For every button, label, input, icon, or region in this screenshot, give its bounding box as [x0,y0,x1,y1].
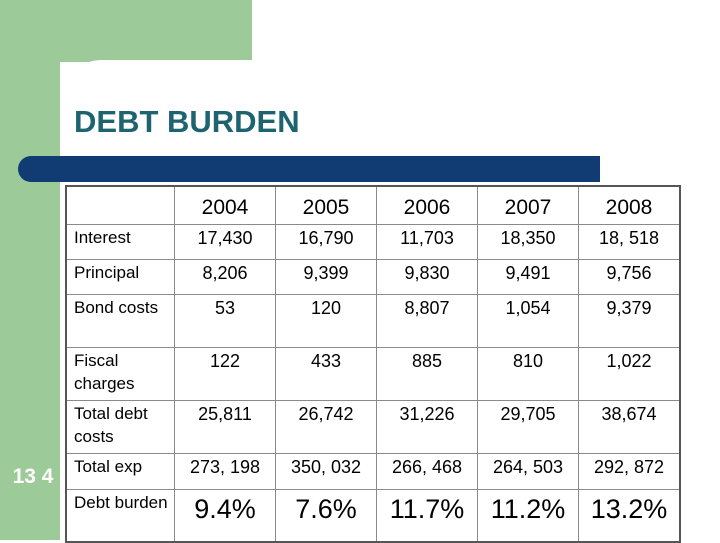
row-label: Bond costs [65,293,175,348]
value-cell: 11.7% [376,488,478,543]
row-label: Debt burden [65,488,175,543]
header-empty-cell [65,185,175,225]
value-cell: 18, 518 [578,223,681,260]
year-cell: 2005 [275,185,377,225]
value-cell: 25,811 [174,399,276,454]
row-label: Fiscal charges [65,346,175,401]
table-row: Total debt costs 25,811 26,742 31,226 29… [65,399,681,454]
row-label: Principal [65,258,175,295]
table-row: Fiscal charges 122 433 885 810 1,022 [65,346,681,401]
value-cell: 8,206 [174,258,276,295]
debt-table: 2004 2005 2006 2007 2008 Interest 17,430… [65,185,681,543]
value-cell: 8,807 [376,293,478,348]
value-cell: 264, 503 [477,452,579,490]
title-underline-bar [18,156,600,182]
row-label: Interest [65,223,175,260]
table-row: Principal 8,206 9,399 9,830 9,491 9,756 [65,258,681,295]
table-row: Total exp 273, 198 350, 032 266, 468 264… [65,452,681,490]
year-cell: 2006 [376,185,478,225]
value-cell: 292, 872 [578,452,681,490]
decorative-green-strip [0,0,60,540]
value-cell: 1,022 [578,346,681,401]
value-cell: 26,742 [275,399,377,454]
value-cell: 31,226 [376,399,478,454]
value-cell: 9,756 [578,258,681,295]
table-row: Debt burden 9.4% 7.6% 11.7% 11.2% 13.2% [65,488,681,543]
value-cell: 9,379 [578,293,681,348]
value-cell: 17,430 [174,223,276,260]
value-cell: 122 [174,346,276,401]
value-cell: 810 [477,346,579,401]
value-cell: 1,054 [477,293,579,348]
value-cell: 9.4% [174,488,276,543]
value-cell: 885 [376,346,478,401]
table-row: Interest 17,430 16,790 11,703 18,350 18,… [65,223,681,260]
value-cell: 9,399 [275,258,377,295]
value-cell: 18,350 [477,223,579,260]
value-cell: 9,830 [376,258,478,295]
value-cell: 9,491 [477,258,579,295]
value-cell: 273, 198 [174,452,276,490]
value-cell: 11,703 [376,223,478,260]
year-cell: 2008 [578,185,681,225]
table-row: Bond costs 53 120 8,807 1,054 9,379 [65,293,681,348]
slide-title: DEBT BURDEN [74,104,300,139]
value-cell: 53 [174,293,276,348]
slide-number: 13 4 [10,465,56,489]
value-cell: 266, 468 [376,452,478,490]
value-cell: 120 [275,293,377,348]
year-cell: 2007 [477,185,579,225]
value-cell: 350, 032 [275,452,377,490]
slide-number-text: 13 4 [12,465,54,488]
row-label: Total debt costs [65,399,175,454]
row-label: Total exp [65,452,175,490]
value-cell: 11.2% [477,488,579,543]
value-cell: 29,705 [477,399,579,454]
value-cell: 38,674 [578,399,681,454]
year-cell: 2004 [174,185,276,225]
value-cell: 13.2% [578,488,681,543]
value-cell: 7.6% [275,488,377,543]
table-header-row: 2004 2005 2006 2007 2008 [65,185,681,225]
value-cell: 433 [275,346,377,401]
value-cell: 16,790 [275,223,377,260]
